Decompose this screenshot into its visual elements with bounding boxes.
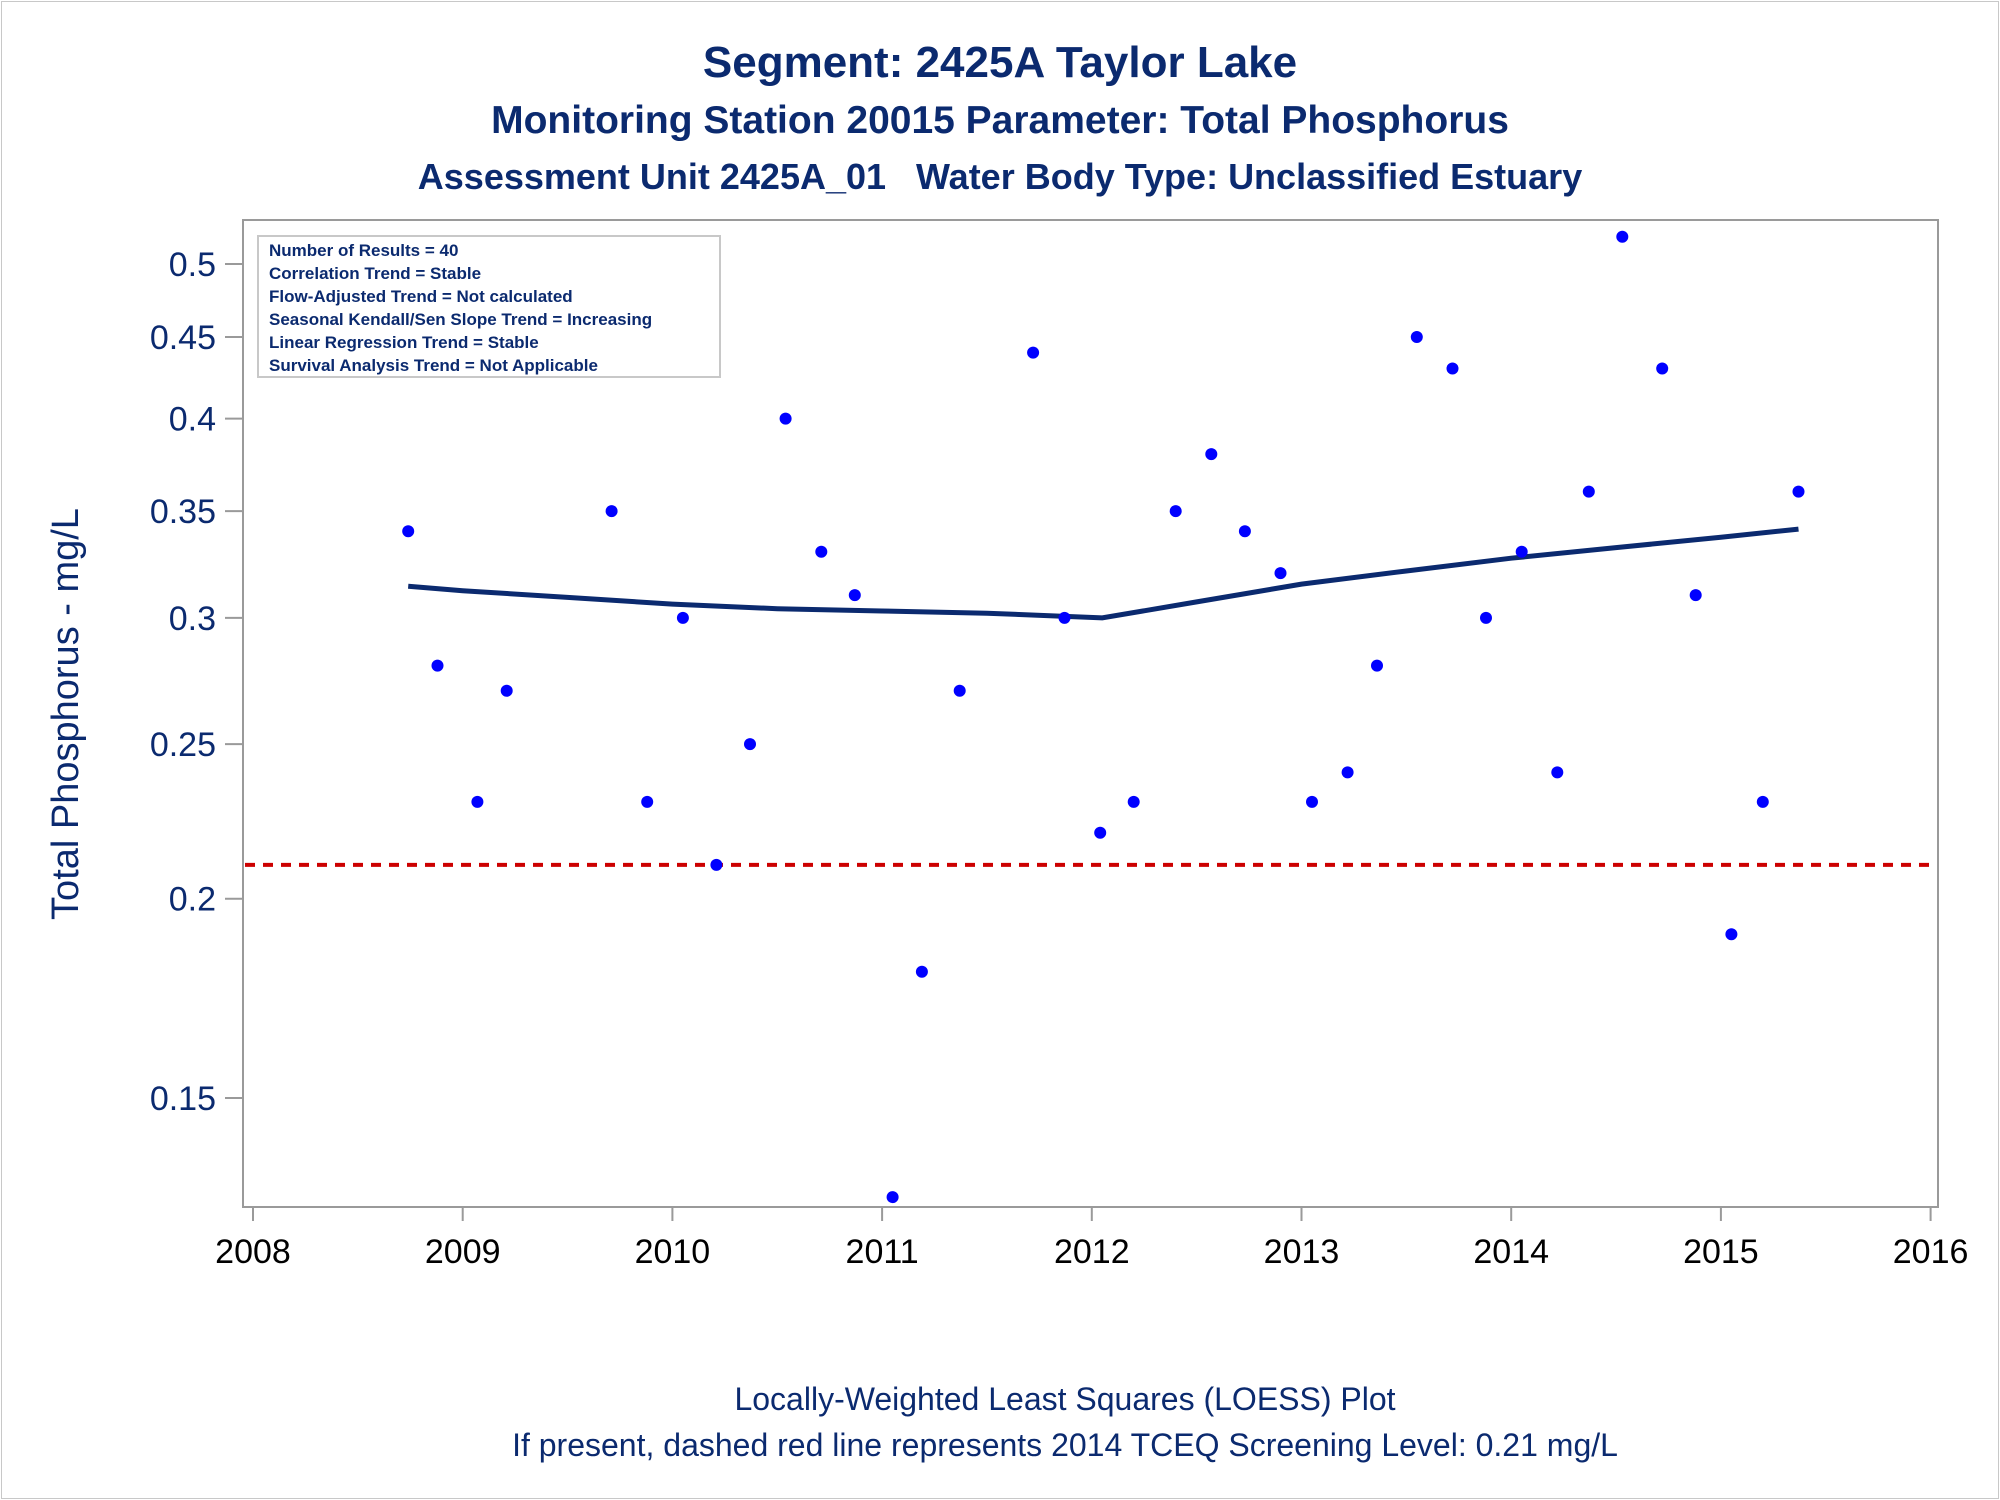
data-point xyxy=(605,505,618,518)
data-point xyxy=(1094,826,1107,839)
y-tick-label: 0.2 xyxy=(169,881,216,919)
data-point xyxy=(1616,230,1629,243)
data-point xyxy=(402,525,415,538)
footnote-plot-type: Locally-Weighted Least Squares (LOESS) P… xyxy=(734,1381,1396,1417)
legend-line-flow-adjusted: Flow-Adjusted Trend = Not calculated xyxy=(269,287,573,306)
data-point xyxy=(1027,346,1040,359)
data-point xyxy=(676,611,689,624)
y-axis-label: Total Phosphorus - mg/L xyxy=(45,508,87,920)
data-point xyxy=(886,1191,899,1204)
data-point xyxy=(779,412,792,425)
y-tick-label: 0.25 xyxy=(150,726,216,764)
data-point xyxy=(710,858,723,871)
legend-line-seasonal-kendall: Seasonal Kendall/Sen Slope Trend = Incre… xyxy=(269,310,652,329)
data-point xyxy=(1410,331,1423,343)
legend-line-linear-regression: Linear Regression Trend = Stable xyxy=(269,333,539,352)
data-point xyxy=(1582,485,1595,498)
data-point xyxy=(431,659,444,672)
x-tick-label: 2011 xyxy=(846,1233,919,1271)
data-point xyxy=(815,545,828,558)
y-tick-label: 0.3 xyxy=(169,600,216,638)
data-point xyxy=(1756,795,1769,808)
legend-line-results: Number of Results = 40 xyxy=(269,241,458,260)
x-tick-label: 2012 xyxy=(1054,1233,1130,1271)
y-axis: 0.15 0.2 0.25 0.3 0.35 0.4 0.45 0.5 xyxy=(150,246,243,1118)
data-point xyxy=(1238,525,1251,538)
data-point xyxy=(1446,362,1459,375)
data-point xyxy=(1205,448,1218,461)
y-tick-label: 0.4 xyxy=(169,401,216,439)
x-tick-label: 2015 xyxy=(1683,1233,1759,1271)
data-point xyxy=(1306,795,1318,808)
y-tick-label: 0.5 xyxy=(169,246,216,284)
data-point xyxy=(1656,362,1669,375)
data-point xyxy=(1169,505,1182,518)
y-tick-label: 0.15 xyxy=(150,1080,216,1118)
legend-box: Number of Results = 40 Correlation Trend… xyxy=(257,235,721,378)
data-point xyxy=(1515,545,1528,558)
y-tick-label: 0.35 xyxy=(150,493,216,531)
plot-area xyxy=(242,219,1939,1208)
data-point xyxy=(500,684,513,697)
data-point xyxy=(1127,795,1140,808)
data-point xyxy=(1689,589,1702,602)
data-point xyxy=(1058,611,1071,624)
data-point xyxy=(1551,766,1564,779)
data-point xyxy=(1725,928,1738,941)
x-tick-label: 2010 xyxy=(635,1233,711,1271)
x-tick-label: 2013 xyxy=(1264,1233,1340,1271)
x-tick-label: 2009 xyxy=(425,1233,501,1271)
chart-subtitle: Monitoring Station 20015 Parameter: Tota… xyxy=(491,99,1509,142)
data-point xyxy=(915,965,928,978)
x-axis: 2008 2009 2010 2011 2012 2013 2014 2015 2016 xyxy=(215,1207,1968,1271)
data-point xyxy=(1371,659,1383,672)
data-point xyxy=(471,795,484,808)
loess-line xyxy=(407,526,1799,621)
data-point xyxy=(744,738,756,751)
data-point xyxy=(1341,766,1354,779)
data-point xyxy=(953,684,966,697)
x-tick-label: 2008 xyxy=(215,1233,291,1271)
data-point xyxy=(641,795,654,808)
x-tick-label: 2016 xyxy=(1893,1233,1969,1271)
legend-line-survival: Survival Analysis Trend = Not Applicable xyxy=(269,356,598,375)
footnote-screening-level: If present, dashed red line represents 2… xyxy=(512,1427,1618,1463)
data-points xyxy=(402,230,1805,1204)
chart-subtitle-2: Assessment Unit 2425A_01 Water Body Type… xyxy=(417,156,1583,197)
chart-title: Segment: 2425A Taylor Lake xyxy=(702,38,1298,87)
data-point xyxy=(1480,611,1492,624)
legend-line-correlation: Correlation Trend = Stable xyxy=(269,264,481,283)
legend-frame xyxy=(257,235,721,378)
y-tick-label: 0.45 xyxy=(150,319,216,357)
data-point xyxy=(1792,485,1805,498)
data-point xyxy=(848,589,861,602)
x-tick-label: 2014 xyxy=(1473,1233,1549,1271)
data-point xyxy=(1274,567,1287,580)
